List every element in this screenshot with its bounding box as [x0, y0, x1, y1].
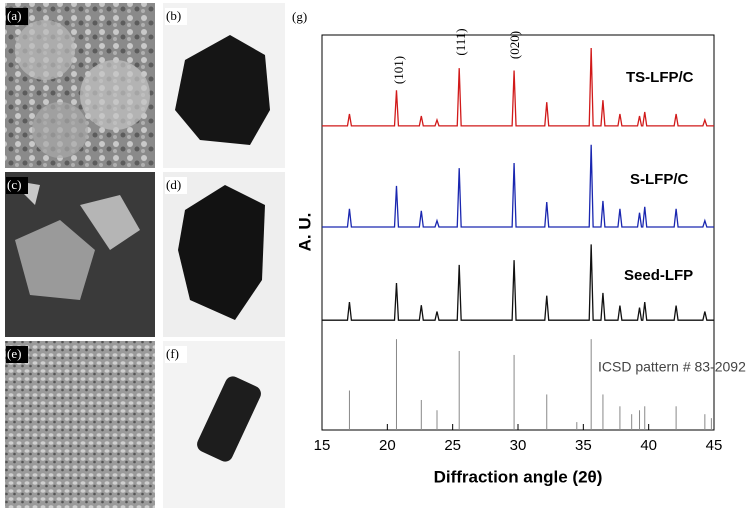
panel-label: (f): [166, 346, 179, 361]
series-label: TS-LFP/C: [626, 69, 694, 86]
series-label: Seed-LFP: [624, 267, 693, 284]
panel-label: (a): [7, 8, 21, 23]
panel-label: (e): [7, 346, 21, 361]
peak-annotation: (020): [507, 31, 522, 59]
stick-legend: ICSD pattern # 83-2092: [598, 359, 746, 375]
peak-annotation: (101): [391, 56, 406, 84]
panel-labels: (a) (b) (c) (d) (e) (f): [6, 8, 187, 363]
x-tick-label: 40: [640, 437, 657, 454]
xrd-line: [322, 244, 714, 321]
x-tick-label: 15: [314, 437, 331, 454]
panel-label: (b): [166, 8, 181, 23]
panel-label-bg: [6, 177, 28, 194]
xrd-line: [322, 48, 714, 127]
y-axis-label: A. U.: [295, 213, 314, 252]
panel-label: (c): [7, 177, 21, 192]
peak-annotation: (111): [453, 28, 468, 55]
sem-image: [5, 341, 155, 508]
x-tick-label: 35: [575, 437, 592, 454]
xrd-line: [322, 144, 714, 228]
panel-label-bg: [6, 8, 28, 25]
panel-label-bg: [6, 346, 28, 363]
panel-label-bg: [165, 8, 187, 25]
x-tick-label: 45: [706, 437, 723, 454]
panel-label: (g): [292, 9, 307, 24]
panel-label: (d): [166, 177, 181, 192]
x-axis-label: Diffraction angle (2θ): [434, 467, 603, 486]
x-tick-label: 30: [510, 437, 527, 454]
x-tick-label: 20: [379, 437, 396, 454]
panel-label-bg: [165, 346, 187, 363]
panel-label-bg: [165, 177, 187, 194]
series-label: S-LFP/C: [630, 171, 688, 188]
x-tick-label: 25: [444, 437, 461, 454]
